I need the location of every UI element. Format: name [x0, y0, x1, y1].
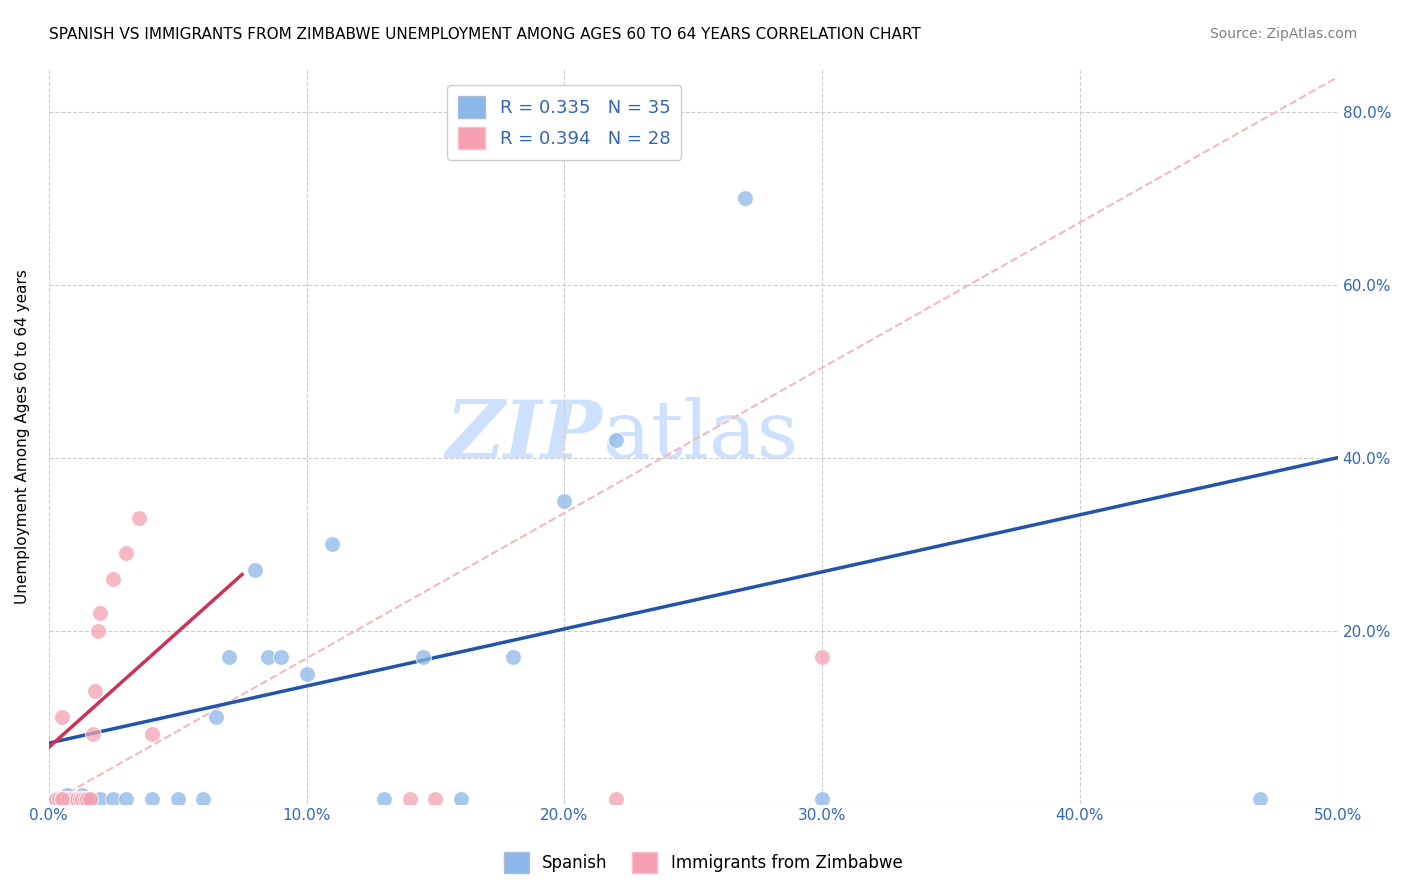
Point	[69, 792, 91, 806]
Point	[1249, 792, 1271, 806]
Legend: Spanish, Immigrants from Zimbabwe: Spanish, Immigrants from Zimbabwe	[496, 846, 910, 880]
Point	[243, 563, 266, 577]
Point	[63, 792, 86, 806]
Point	[60, 792, 83, 806]
Point	[128, 511, 150, 525]
Point	[48, 792, 70, 806]
Point	[115, 546, 138, 560]
Point	[51, 792, 73, 806]
Text: atlas: atlas	[603, 397, 799, 475]
Point	[66, 792, 89, 806]
Point	[193, 792, 215, 806]
Point	[89, 792, 111, 806]
Point	[69, 792, 91, 806]
Point	[553, 494, 575, 508]
Point	[205, 710, 228, 724]
Point	[605, 792, 627, 806]
Point	[257, 649, 280, 664]
Point	[51, 710, 73, 724]
Point	[141, 792, 163, 806]
Point	[51, 792, 73, 806]
Point	[84, 684, 107, 698]
Point	[811, 792, 834, 806]
Text: Source: ZipAtlas.com: Source: ZipAtlas.com	[1209, 27, 1357, 41]
Point	[45, 792, 67, 806]
Point	[76, 792, 98, 806]
Point	[48, 792, 70, 806]
Point	[412, 649, 434, 664]
Text: SPANISH VS IMMIGRANTS FROM ZIMBABWE UNEMPLOYMENT AMONG AGES 60 TO 64 YEARS CORRE: SPANISH VS IMMIGRANTS FROM ZIMBABWE UNEM…	[49, 27, 921, 42]
Point	[425, 792, 447, 806]
Text: ZIP: ZIP	[446, 397, 603, 475]
Point	[72, 788, 94, 802]
Point	[53, 792, 76, 806]
Point	[218, 649, 240, 664]
Point	[502, 649, 524, 664]
Point	[89, 607, 111, 621]
Point	[79, 792, 101, 806]
Point	[103, 572, 125, 586]
Point	[82, 727, 104, 741]
Point	[45, 792, 67, 806]
Point	[73, 792, 96, 806]
Point	[373, 792, 395, 806]
Point	[72, 792, 94, 806]
Point	[398, 792, 420, 806]
Point	[60, 792, 83, 806]
Point	[56, 792, 79, 806]
Point	[51, 792, 73, 806]
Point	[53, 792, 76, 806]
Point	[450, 792, 472, 806]
Point	[87, 624, 110, 638]
Point	[295, 666, 318, 681]
Point	[811, 649, 834, 664]
Point	[103, 792, 125, 806]
Point	[63, 792, 86, 806]
Point	[270, 649, 292, 664]
Point	[141, 727, 163, 741]
Legend: R = 0.335   N = 35, R = 0.394   N = 28: R = 0.335 N = 35, R = 0.394 N = 28	[447, 85, 682, 160]
Point	[734, 191, 756, 205]
Point	[79, 792, 101, 806]
Point	[321, 537, 343, 551]
Point	[73, 792, 96, 806]
Point	[58, 792, 80, 806]
Point	[605, 434, 627, 448]
Point	[56, 788, 79, 802]
Point	[166, 792, 188, 806]
Point	[115, 792, 138, 806]
Point	[76, 792, 98, 806]
Y-axis label: Unemployment Among Ages 60 to 64 years: Unemployment Among Ages 60 to 64 years	[15, 268, 30, 604]
Point	[58, 792, 80, 806]
